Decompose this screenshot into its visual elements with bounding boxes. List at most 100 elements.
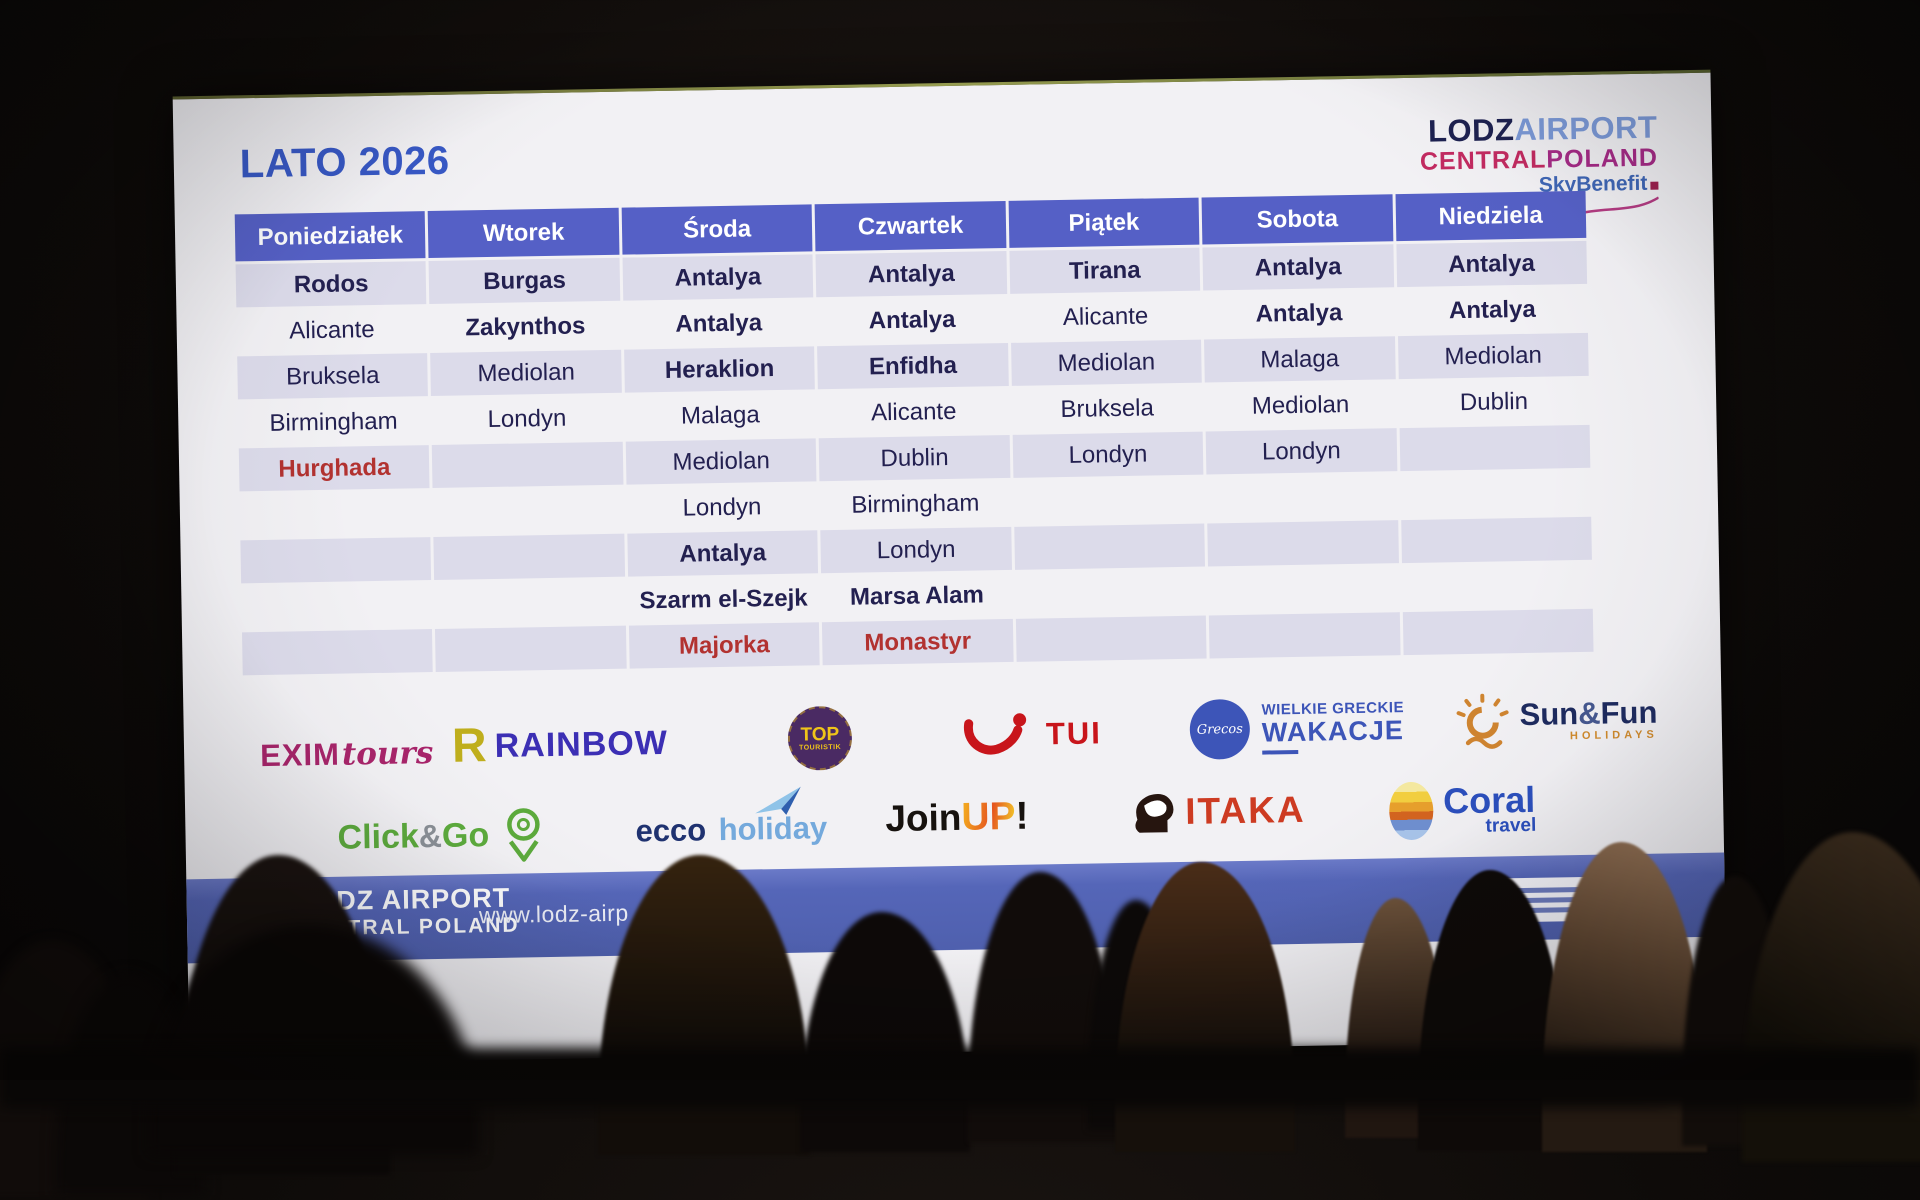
schedule-cell: Zakynthos xyxy=(430,304,621,350)
schedule-cell: Antalya xyxy=(627,530,818,576)
schedule-cell: Antalya xyxy=(816,251,1007,297)
schedule-cell: Antalya xyxy=(622,254,813,300)
rainbow-r-icon: R xyxy=(452,722,488,771)
schedule-cell xyxy=(1207,520,1398,566)
top-touristik-badge-icon: TOP TOURISTIK xyxy=(787,706,852,771)
sunfun-sun: Sun xyxy=(1519,696,1578,732)
schedule-cell: Antalya xyxy=(1203,290,1394,336)
schedule-cell: Hurghada xyxy=(239,445,430,491)
schedule-cell: Monastyr xyxy=(822,619,1013,665)
joinup-bang: ! xyxy=(1015,795,1029,839)
slide-title: LATO 2026 xyxy=(239,139,450,188)
schedule-cell xyxy=(1209,612,1400,658)
brand-central: CENTRAL xyxy=(1420,145,1547,175)
travel-text: travel xyxy=(1485,816,1536,834)
schedule-cell xyxy=(1399,425,1590,471)
logo-itaka: ITAKA xyxy=(1131,788,1306,835)
itaka-text: ITAKA xyxy=(1185,789,1306,833)
tui-smile-icon xyxy=(961,711,1036,760)
joinup-join: Join xyxy=(885,797,962,840)
schedule-cell: Londyn xyxy=(431,396,622,442)
exim-tours-text: tours xyxy=(342,735,434,773)
day-header: Piątek xyxy=(1008,198,1199,248)
schedule-cell: Birmingham xyxy=(238,399,429,445)
schedule-cell: Majorka xyxy=(629,622,820,668)
clickgo-go: Go xyxy=(442,816,490,856)
brand-lodz: LODZ xyxy=(1428,112,1515,149)
footer-url: www.lodz-airp xyxy=(479,900,629,930)
schedule-cell xyxy=(433,488,624,534)
clickgo-click: Click xyxy=(337,817,419,857)
schedule-cell xyxy=(1013,478,1204,524)
schedule-cell: Londyn xyxy=(1206,428,1397,474)
toucan-icon xyxy=(1131,790,1178,835)
schedule-cell: Londyn xyxy=(626,484,817,530)
schedule-cell: Enfidha xyxy=(817,343,1008,389)
logo-joinup: Join UP ! xyxy=(885,795,1029,841)
schedule-cell xyxy=(1016,616,1207,662)
logo-exim-tours: EXIM tours xyxy=(260,735,434,774)
schedule-cell: Alicante xyxy=(1010,294,1201,340)
schedule-cell xyxy=(1015,570,1206,616)
location-pin-icon xyxy=(499,805,548,864)
schedule-cell xyxy=(240,491,431,537)
logo-ecco-holiday: ecco holiday xyxy=(635,810,827,849)
audience-head xyxy=(1742,832,1920,1162)
schedule-cell: Mediolan xyxy=(1011,340,1202,386)
day-header: Sobota xyxy=(1202,194,1393,244)
schedule-cell: Mediolan xyxy=(1205,382,1396,428)
schedule-cell: Alicante xyxy=(818,389,1009,435)
schedule-cell: Mediolan xyxy=(1398,333,1589,379)
schedule-cell xyxy=(1208,566,1399,612)
sunfun-fun: Fun xyxy=(1600,695,1657,731)
day-header: Czwartek xyxy=(815,201,1006,251)
audience-row-silhouette xyxy=(0,1048,1920,1108)
schedule-cell: Birmingham xyxy=(820,481,1011,527)
schedule-cell: Antalya xyxy=(1396,241,1587,287)
coral-oval-icon xyxy=(1389,782,1434,841)
schedule-cell xyxy=(1402,609,1593,655)
schedule-cell xyxy=(432,442,623,488)
schedule-cell: Londyn xyxy=(1012,432,1203,478)
schedule-cell xyxy=(1207,474,1398,520)
coral-text: Coral xyxy=(1443,784,1536,818)
exim-text: EXIM xyxy=(260,737,340,774)
day-header: Środa xyxy=(621,204,812,254)
skybenefit-dot-icon xyxy=(1650,181,1658,189)
schedule-cell: Dublin xyxy=(1398,379,1589,425)
paper-plane-icon xyxy=(753,785,806,818)
day-header: Niedziela xyxy=(1395,191,1586,241)
day-header: Wtorek xyxy=(428,208,619,258)
logo-rainbow: R RAINBOW xyxy=(452,719,669,771)
schedule-cell: Dublin xyxy=(819,435,1010,481)
schedule-cell: Heraklion xyxy=(624,346,815,392)
logo-click-and-go: Click & Go xyxy=(337,805,548,867)
schedule-cell: Antalya xyxy=(1397,287,1588,333)
schedule-cell: Rodos xyxy=(236,261,427,307)
schedule-cell: Tirana xyxy=(1009,248,1200,294)
schedule-cell: Mediolan xyxy=(626,438,817,484)
schedule-cell xyxy=(242,629,433,675)
brand-line2: CENTRALPOLAND xyxy=(1420,144,1658,174)
schedule-cell: Bruksela xyxy=(237,353,428,399)
joinup-up: UP xyxy=(961,795,1016,840)
logo-coral-travel: Coral travel xyxy=(1389,780,1537,841)
brand-airport: AIRPORT xyxy=(1514,110,1658,147)
schedule-cell xyxy=(1401,517,1592,563)
schedule-cell: Londyn xyxy=(821,527,1012,573)
schedule-cell: Malaga xyxy=(625,392,816,438)
schedule-cell xyxy=(1400,471,1591,517)
clickgo-amp: & xyxy=(419,817,443,854)
schedule-cell xyxy=(241,583,432,629)
schedule-cell xyxy=(435,626,626,672)
schedule-cell: Antalya xyxy=(1203,244,1394,290)
schedule-cell: Malaga xyxy=(1204,336,1395,382)
grecos-line2: WAKACJE xyxy=(1262,716,1405,747)
grecos-globe-icon: Grecos xyxy=(1189,699,1250,760)
logo-tui: TUI xyxy=(961,709,1102,759)
tui-text: TUI xyxy=(1046,715,1103,752)
day-header: Poniedziałek xyxy=(235,211,426,261)
rainbow-text: RAINBOW xyxy=(494,723,668,765)
brand-poland: POLAND xyxy=(1546,143,1658,173)
